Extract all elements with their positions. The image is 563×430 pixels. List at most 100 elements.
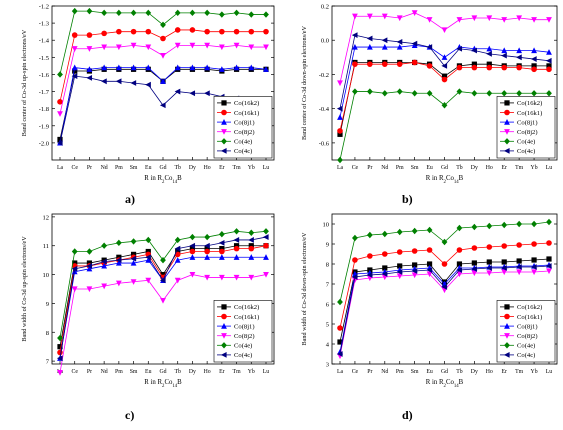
data-point: [145, 254, 151, 261]
data-point: [233, 9, 240, 17]
data-point: [115, 280, 122, 287]
series-Co(4e): [337, 218, 552, 306]
data-point: [396, 88, 403, 95]
data-point: [545, 263, 552, 269]
data-point: [159, 102, 166, 109]
data-point: [263, 66, 269, 72]
data-point: [486, 270, 493, 277]
chart-panel-d: 3 4 5 6 7 8 9 10 La Ce Pr Nd Pm Sm Eu Gd Tb Dy Ho Er Tm Yb Lu B…: [301, 213, 558, 389]
data-point: [233, 237, 240, 243]
data-point: [130, 42, 137, 49]
data-point: [441, 261, 448, 267]
data-point: [86, 260, 93, 266]
data-point: [336, 105, 343, 112]
data-point: [145, 28, 152, 35]
data-point: [189, 271, 196, 278]
x-tick-label: Ho: [204, 369, 211, 375]
data-point: [101, 283, 108, 290]
data-point: [218, 254, 225, 260]
x-tick-label: Dy: [189, 369, 196, 375]
data-point: [516, 242, 522, 248]
data-point: [546, 17, 552, 23]
legend-label: Co(4c): [517, 148, 535, 155]
x-tick-label: Tm: [233, 165, 242, 171]
data-point: [71, 32, 78, 38]
data-point: [530, 56, 537, 62]
series-Co(4c): [56, 234, 269, 362]
data-point: [396, 61, 403, 67]
data-point: [160, 78, 166, 84]
data-point: [471, 64, 478, 71]
x-tick-label: Ce: [352, 165, 359, 171]
x-tick-label: Lu: [546, 165, 553, 171]
data-point: [57, 349, 63, 356]
data-point: [115, 78, 122, 85]
data-point: [426, 226, 433, 234]
data-point: [381, 43, 388, 50]
chart-panel-a: -2.0 -1.9 -1.8 -1.7 -1.6 -1.5 -1.4 -1.3 -1.2 La Ce…: [21, 4, 275, 185]
legend-label: Co(4c): [234, 352, 252, 359]
data-point: [441, 27, 448, 34]
data-point: [248, 254, 255, 260]
data-point: [546, 268, 552, 275]
legend-label: Co(16k1): [517, 314, 542, 321]
data-point: [501, 269, 508, 276]
data-point: [456, 261, 463, 267]
data-point: [411, 268, 418, 274]
x-tick-label: Sm: [130, 165, 138, 171]
x-tick-label: Gd: [441, 369, 448, 375]
data-point: [174, 9, 181, 17]
data-point: [233, 243, 240, 249]
data-point: [501, 243, 508, 249]
legend-marker: [504, 129, 510, 135]
data-point: [516, 269, 523, 276]
data-point: [248, 243, 254, 249]
data-point: [411, 40, 418, 47]
y-tick-label: 10: [323, 222, 330, 229]
y-tick-label: -1.6: [39, 72, 50, 79]
data-point: [248, 64, 255, 71]
legend-label: Co(8j1): [234, 323, 255, 330]
data-point: [486, 61, 492, 67]
data-point: [189, 9, 196, 17]
data-point: [174, 42, 181, 49]
y-tick-label: -2.0: [39, 140, 49, 147]
data-point: [101, 9, 108, 17]
series-Co(4c): [336, 263, 552, 357]
data-point: [352, 13, 358, 20]
data-point: [233, 28, 240, 35]
data-point: [189, 246, 196, 252]
data-point: [248, 237, 254, 243]
x-tick-label: Eu: [426, 165, 433, 171]
legend-marker: [503, 148, 510, 154]
y-axis-label: Band width of Co-3d up-spin electrons/eV: [21, 236, 28, 342]
data-point: [101, 242, 108, 249]
data-point: [516, 54, 522, 61]
x-tick-label: Yb: [531, 369, 538, 375]
data-point: [72, 68, 78, 74]
data-point: [441, 76, 448, 83]
x-tick-label: Sm: [411, 165, 419, 171]
legend-marker: [221, 333, 227, 339]
x-axis-label: R in R2Co14B: [426, 175, 464, 185]
data-point: [501, 221, 508, 229]
legend-label: Co(16k2): [517, 304, 542, 311]
data-point: [174, 64, 181, 71]
legend-label: Co(16k2): [234, 100, 259, 107]
data-point: [101, 78, 107, 85]
x-tick-label: Yb: [248, 369, 255, 375]
x-axis-label: R in R2Co14B: [144, 175, 182, 185]
legend-marker: [504, 304, 510, 310]
data-point: [411, 10, 418, 16]
data-point: [337, 325, 343, 331]
data-point: [263, 254, 269, 260]
data-point: [531, 47, 537, 54]
data-point: [204, 64, 211, 71]
series-Co(4e): [337, 88, 552, 164]
y-tick-label: 3: [326, 362, 329, 369]
data-point: [441, 73, 448, 79]
y-tick-label: 6: [326, 302, 330, 309]
data-point: [219, 248, 225, 255]
data-point: [233, 274, 240, 281]
data-point: [486, 51, 492, 57]
